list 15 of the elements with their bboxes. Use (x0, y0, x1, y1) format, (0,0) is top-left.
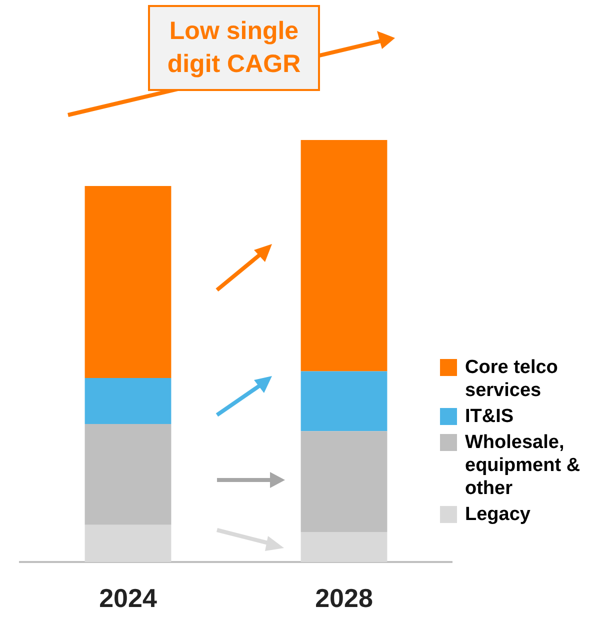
legend-label: Legacy (465, 503, 530, 526)
bar (300, 371, 388, 432)
bar (300, 532, 388, 562)
bar (84, 524, 172, 562)
bar (84, 424, 172, 525)
x-tick-label: 2024 (99, 582, 158, 613)
bar (84, 378, 172, 424)
bar (84, 186, 172, 378)
bar (300, 140, 388, 372)
legend-label: Core telco services (465, 356, 559, 402)
legend-label: IT&IS (465, 405, 514, 428)
text: Low single digit CAGR (148, 5, 320, 91)
bar (300, 431, 388, 532)
legend-label: Wholesale, equipment & other (465, 431, 582, 500)
x-tick-label: 2028 (315, 582, 373, 613)
